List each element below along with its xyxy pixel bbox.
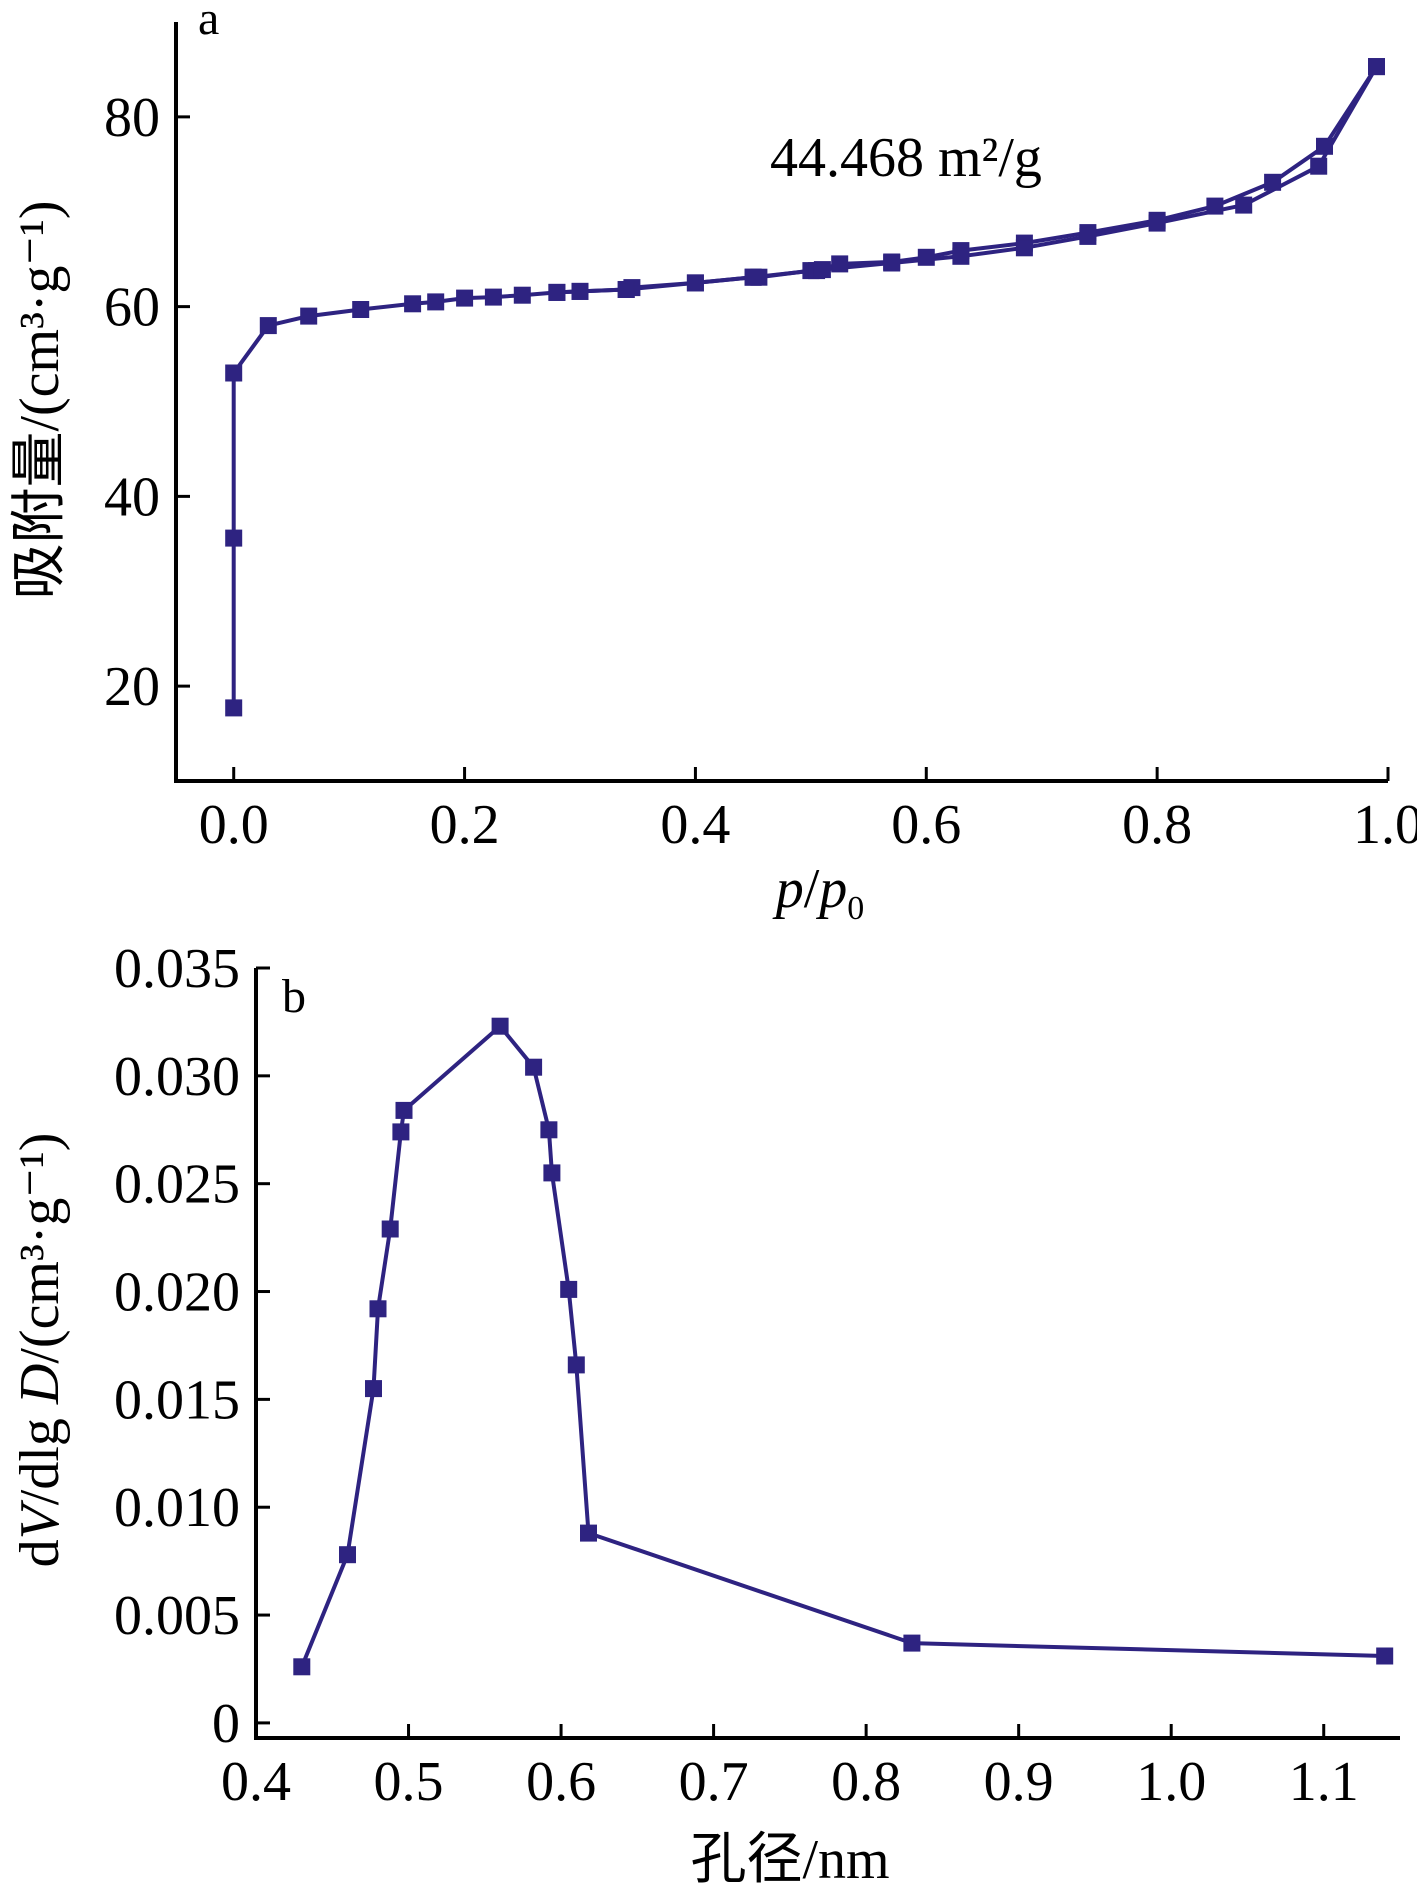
data-point-a-2 (813, 261, 831, 279)
x-tick-label-b: 0.8 (831, 1751, 901, 1813)
x-axis-title-a: p/p0 (772, 858, 865, 927)
data-point-b-1 (543, 1164, 561, 1182)
data-point-a-1 (513, 286, 531, 304)
y-tick-label-a: 80 (104, 87, 160, 149)
data-point-a-2 (571, 282, 589, 300)
data-point-a-2 (744, 268, 762, 286)
data-point-b-1 (903, 1634, 921, 1652)
x-tick-label-a: 0.8 (1122, 794, 1192, 856)
series-group-b (293, 1017, 1394, 1676)
data-point-a-2 (686, 274, 704, 292)
y-tick-label-b: 0.020 (114, 1262, 240, 1324)
data-point-b-1 (293, 1658, 311, 1676)
data-point-b-1 (540, 1121, 558, 1139)
ticks-b: 0.4 0.5 0.6 0.7 0.8 0.9 1.0 1.1 0 0.005 0.010 0.015… (114, 938, 1359, 1813)
data-point-b-1 (392, 1123, 410, 1141)
data-point-a-1 (225, 529, 243, 547)
data-point-b-1 (567, 1356, 585, 1374)
data-point-a-1 (259, 317, 277, 335)
y-tick-label-b: 0.010 (114, 1477, 240, 1539)
data-point-a-1 (831, 255, 849, 273)
panel-label-a: a (198, 0, 219, 45)
chart-panel-b: b 0.4 0.5 0.6 0.7 0.8 0.9 1.0 1.1 0 0.005 0.010 0.0… (9, 938, 1400, 1890)
x-tick-label-a: 0.4 (660, 794, 730, 856)
data-point-a-1 (917, 248, 935, 266)
data-point-a-2 (1148, 214, 1166, 232)
x-tick-label-a: 1.0 (1353, 794, 1417, 856)
x-tick-label-a: 0.6 (891, 794, 961, 856)
data-point-b-1 (369, 1300, 387, 1318)
x-tick-label-a: 0.0 (199, 794, 269, 856)
x-tick-label-b: 0.9 (984, 1751, 1054, 1813)
data-point-b-1 (1376, 1647, 1394, 1665)
series-group-a (225, 58, 1385, 717)
data-point-a-1 (225, 364, 243, 382)
y-axis-title-a: 吸附量/(cm³·g⁻¹) (9, 200, 71, 599)
y-tick-label-b: 0.035 (114, 938, 240, 1000)
data-point-a-2 (1310, 157, 1328, 175)
data-point-b-1 (395, 1101, 413, 1119)
data-point-a-1 (1206, 197, 1224, 215)
data-point-a-1 (225, 699, 243, 717)
x-tick-label-b: 1.0 (1136, 1751, 1206, 1813)
data-point-a-2 (1368, 58, 1385, 76)
data-point-a-2 (1235, 196, 1253, 214)
surface-area-annotation: 44.468 m²/g (770, 127, 1042, 189)
y-tick-label-a: 60 (104, 277, 160, 339)
data-point-a-2 (548, 283, 566, 301)
data-point-b-1 (365, 1380, 382, 1398)
y-tick-label-a: 20 (104, 656, 160, 718)
data-point-a-1 (1264, 173, 1282, 191)
chart-panel-a: a 0.0 0.2 0.4 0.6 0.8 1.0 20 40 60 80 44.468 m²/g… (9, 0, 1417, 927)
data-point-a-2 (617, 281, 635, 298)
data-point-a-1 (456, 289, 474, 307)
y-tick-label-b: 0.005 (114, 1585, 240, 1647)
data-point-a-1 (300, 307, 318, 325)
data-point-a-1 (484, 288, 502, 306)
data-point-a-2 (883, 254, 901, 272)
y-axis-title-b: dV/dlg D/(cm³·g⁻¹) (9, 1133, 71, 1568)
y-tick-label-b: 0.025 (114, 1154, 240, 1216)
x-tick-label-b: 0.5 (374, 1751, 444, 1813)
data-point-b-1 (339, 1546, 356, 1564)
data-point-a-1 (1316, 137, 1333, 155)
panel-label-b: b (282, 970, 306, 1023)
data-point-a-1 (352, 301, 370, 318)
data-point-b-1 (491, 1017, 509, 1035)
y-tick-label-b: 0 (212, 1693, 240, 1755)
data-point-a-1 (427, 293, 445, 311)
data-point-b-1 (560, 1280, 578, 1298)
x-axis-title-b: 孔径/nm (690, 1829, 889, 1890)
y-tick-label-b: 0.030 (114, 1046, 240, 1108)
ticks-a: 0.0 0.2 0.4 0.6 0.8 1.0 20 40 60 80 (104, 87, 1417, 856)
y-tick-label-a: 40 (104, 466, 160, 528)
data-point-a-1 (404, 295, 422, 313)
data-point-a-2 (1015, 239, 1033, 257)
x-tick-label-b: 1.1 (1289, 1751, 1359, 1813)
data-point-a-2 (952, 247, 970, 265)
x-tick-label-b: 0.6 (526, 1751, 596, 1813)
series-line-b-1 (299, 1024, 1385, 1668)
data-point-a-2 (1079, 227, 1097, 245)
x-tick-label-a: 0.2 (430, 794, 500, 856)
data-point-b-1 (381, 1220, 399, 1238)
data-point-b-1 (525, 1058, 543, 1076)
y-tick-label-b: 0.015 (114, 1369, 240, 1431)
x-tick-label-b: 0.7 (679, 1751, 749, 1813)
data-point-b-1 (580, 1524, 597, 1542)
x-tick-label-b: 0.4 (221, 1751, 291, 1813)
